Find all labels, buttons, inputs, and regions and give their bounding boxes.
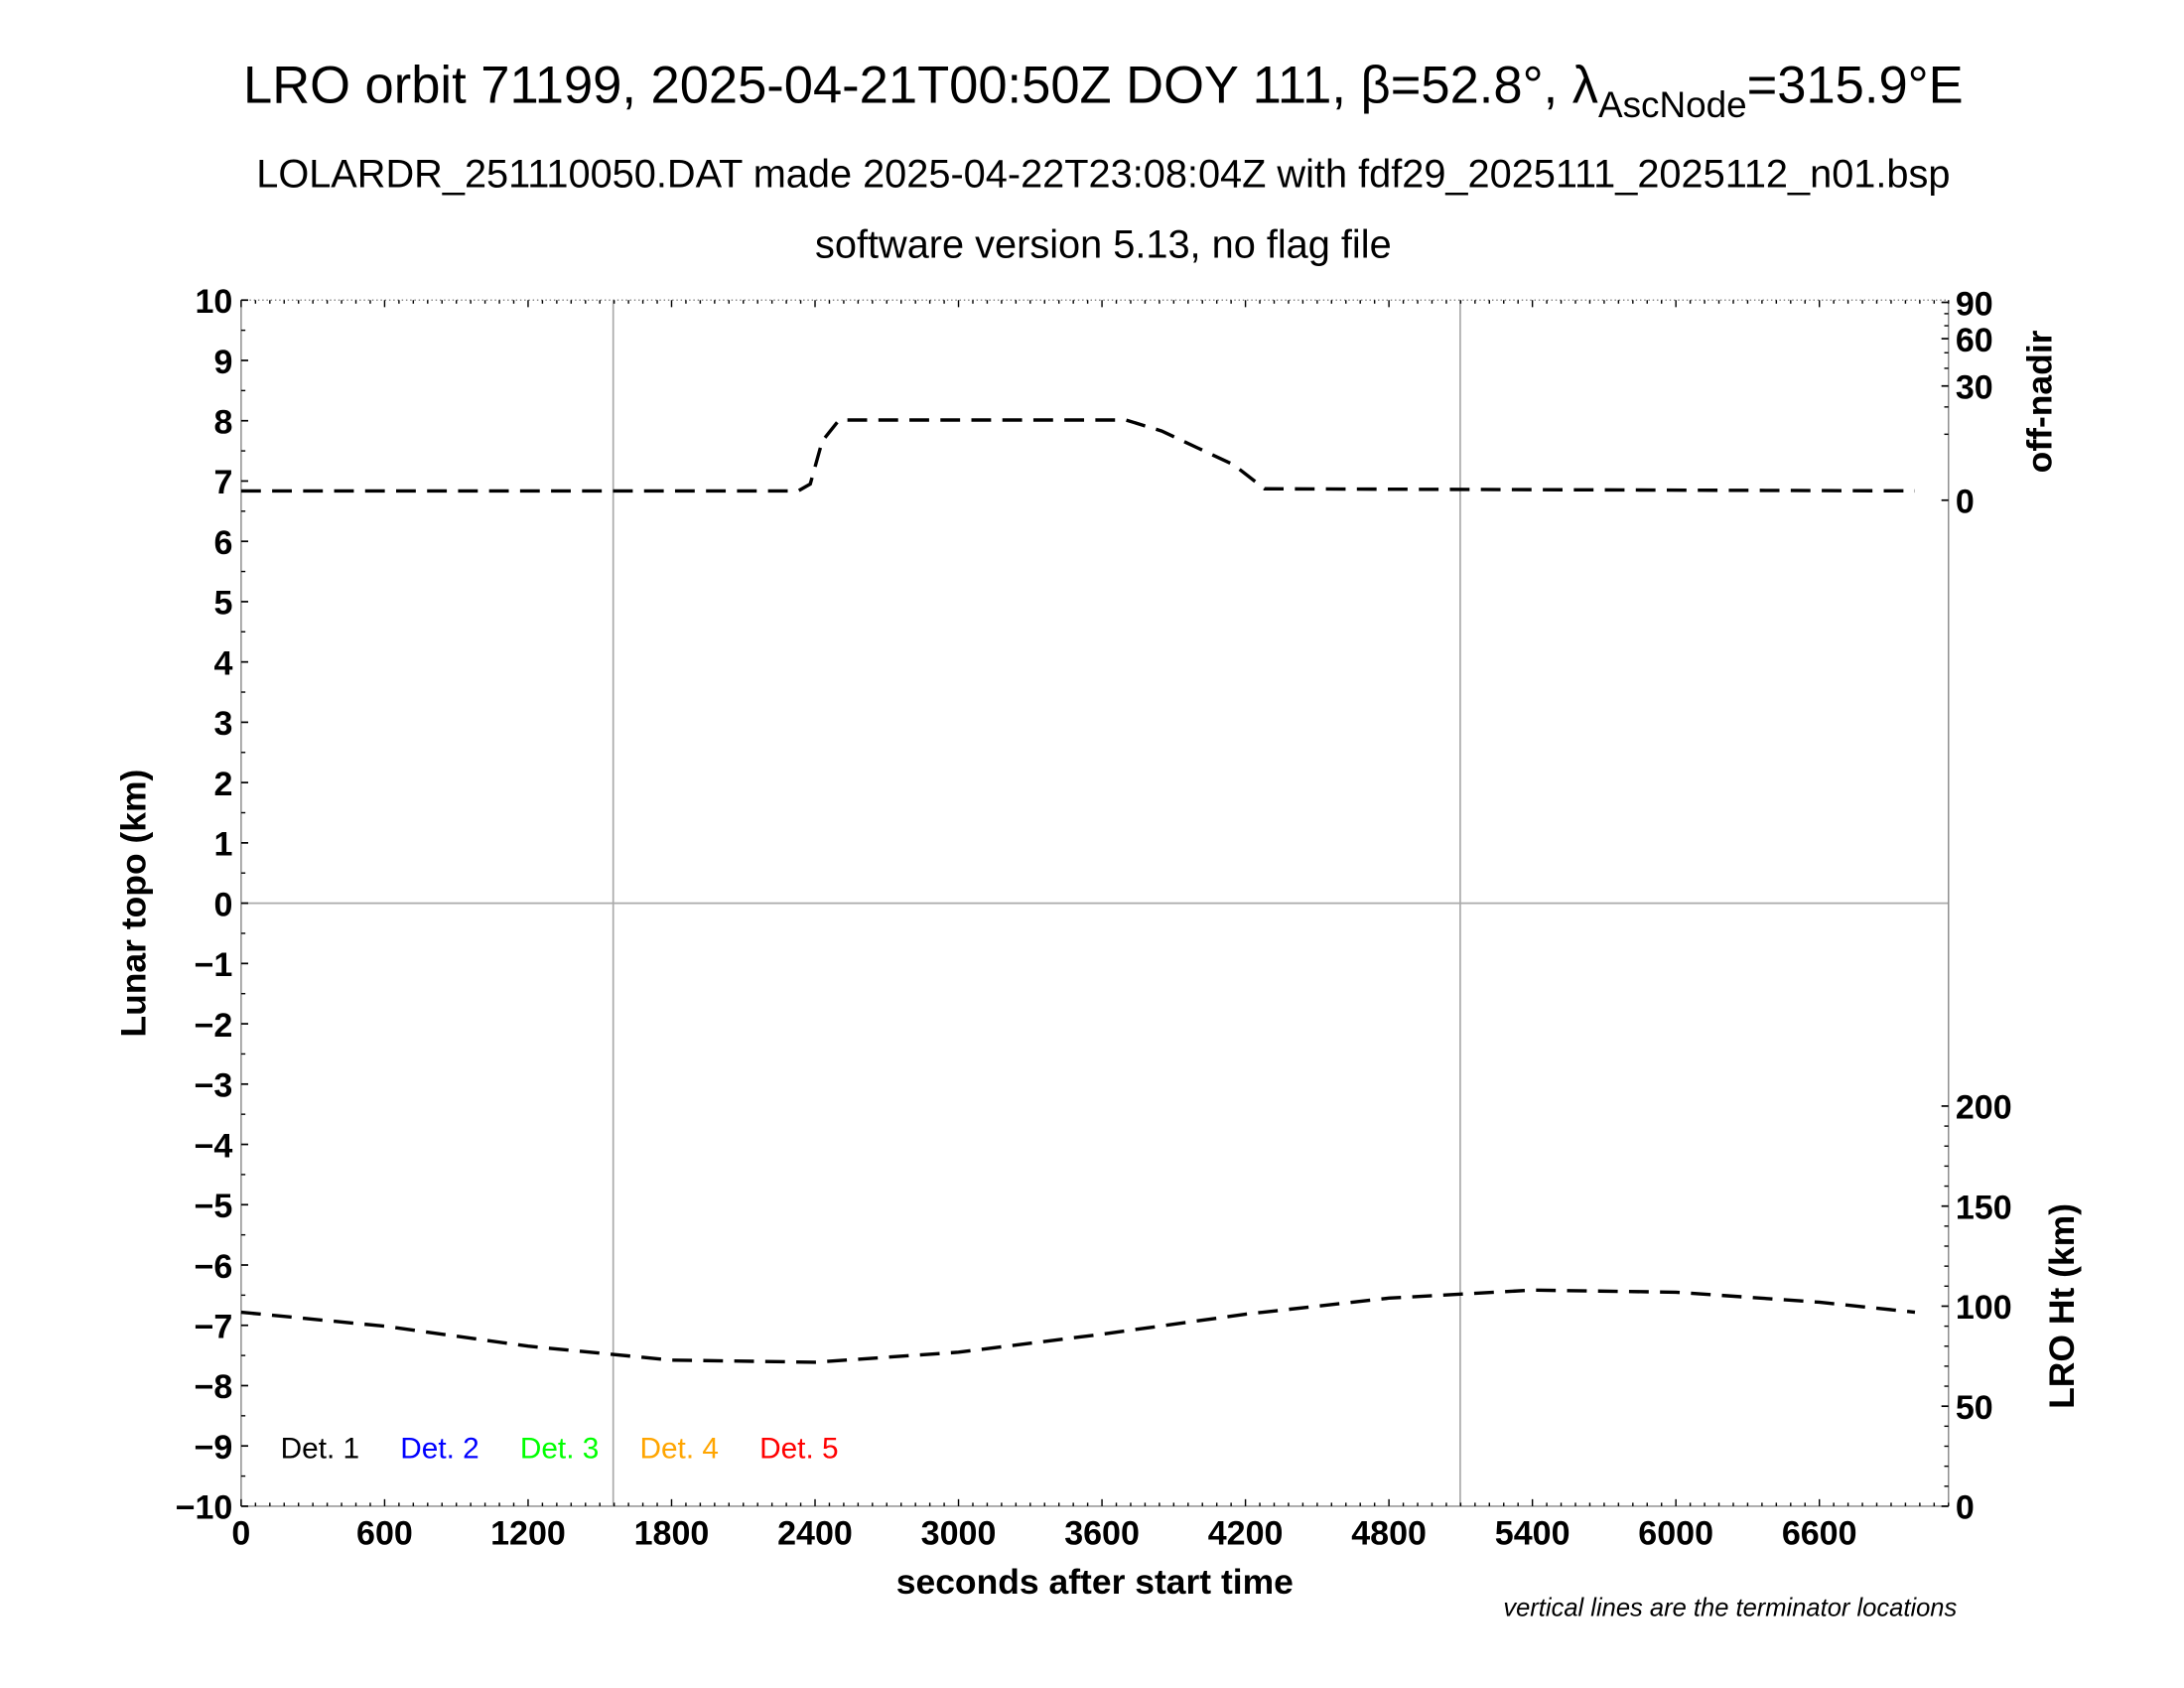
left-tick-label: −7 <box>195 1309 233 1346</box>
chart-subtitle-software: software version 5.13, no flag file <box>815 223 1392 267</box>
legend-entry-det-3: Det. 3 <box>520 1433 599 1466</box>
height-tick-label: 50 <box>1956 1389 1993 1427</box>
chart-title: LRO orbit 71199, 2025-04-21T00:50Z DOY 1… <box>243 57 1964 125</box>
x-tick-label: 3600 <box>1064 1514 1140 1552</box>
terminator-footnote: vertical lines are the terminator locati… <box>1503 1595 1957 1622</box>
legend-entry-det-4: Det. 4 <box>639 1433 718 1466</box>
off-nadir-series-line <box>240 418 1916 493</box>
left-tick-label: −8 <box>195 1368 233 1406</box>
x-tick-label: 1200 <box>490 1514 566 1552</box>
left-tick-label: 7 <box>213 464 232 501</box>
x-tick-label: 4800 <box>1351 1514 1427 1552</box>
lro-height-axis-label: LRO Ht (km) <box>2042 1203 2082 1409</box>
left-tick-label: −4 <box>195 1127 233 1165</box>
left-axis-label: Lunar topo (km) <box>113 770 153 1038</box>
left-tick-label: 2 <box>213 766 232 803</box>
left-tick-label: 0 <box>213 886 232 923</box>
height-tick-label: 150 <box>1956 1189 2012 1226</box>
off-nadir-tick-label: 90 <box>1956 285 1993 323</box>
left-tick-label: −1 <box>195 946 233 984</box>
x-tick-label: 4200 <box>1208 1514 1284 1552</box>
legend-entry-det-2: Det. 2 <box>400 1433 478 1466</box>
left-tick-label: 6 <box>213 524 232 562</box>
legend-entry-det-5: Det. 5 <box>759 1433 838 1466</box>
left-tick-label: 3 <box>213 705 232 743</box>
x-tick-label: 6600 <box>1782 1514 1857 1552</box>
left-tick-label: −3 <box>195 1067 233 1105</box>
left-tick-label: −5 <box>195 1188 233 1225</box>
legend-entry-det-1: Det. 1 <box>281 1433 359 1466</box>
left-tick-label: −6 <box>195 1248 233 1286</box>
left-tick-label: 10 <box>196 283 233 321</box>
x-tick-label: 0 <box>231 1514 250 1552</box>
x-axis-label: seconds after start time <box>896 1562 1294 1602</box>
left-tick-label: −9 <box>195 1429 233 1467</box>
off-nadir-axis-label: off-nadir <box>2019 330 2059 473</box>
height-tick-label: 200 <box>1956 1089 2012 1127</box>
x-tick-label: 600 <box>356 1514 413 1552</box>
x-tick-label: 2400 <box>777 1514 853 1552</box>
height-tick-label: 0 <box>1956 1489 1975 1527</box>
left-tick-label: −10 <box>176 1489 233 1527</box>
off-nadir-tick-label: 30 <box>1956 368 1993 406</box>
left-tick-label: 8 <box>213 403 232 441</box>
lro-height-series-line <box>240 1288 1916 1364</box>
plot-area: 0 600 1200 1800 2400 3000 3600 4200 4800 5400 6000… <box>176 283 2012 1552</box>
left-tick-label: 4 <box>213 644 232 682</box>
x-tick-label: 1800 <box>634 1514 710 1552</box>
off-nadir-tick-label: 0 <box>1956 484 1975 521</box>
x-tick-label: 3000 <box>921 1514 997 1552</box>
x-tick-label: 5400 <box>1495 1514 1570 1552</box>
height-tick-label: 100 <box>1956 1289 2012 1327</box>
chart-subtitle-file: LOLARDR_251110050.DAT made 2025-04-22T23… <box>256 153 1950 197</box>
left-tick-label: 5 <box>213 585 232 623</box>
off-nadir-tick-label: 60 <box>1956 322 1993 359</box>
x-tick-label: 6000 <box>1638 1514 1713 1552</box>
left-tick-label: 9 <box>213 344 232 381</box>
left-tick-label: −2 <box>195 1007 233 1045</box>
left-tick-label: 1 <box>213 826 232 864</box>
